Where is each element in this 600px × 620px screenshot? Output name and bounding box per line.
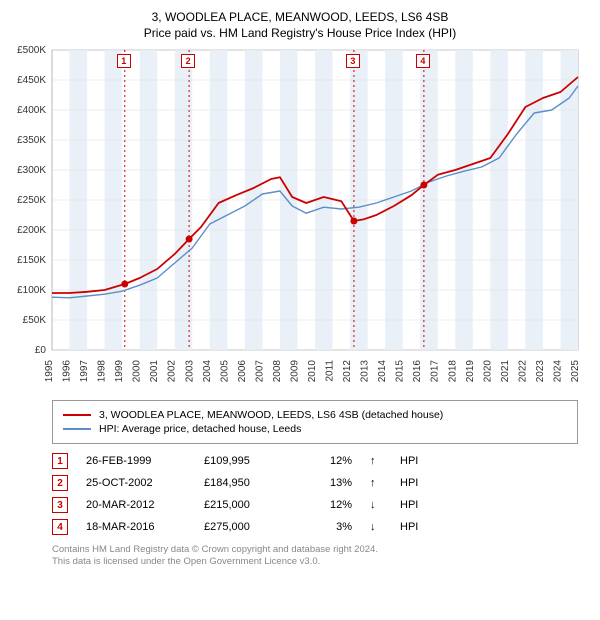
- svg-text:£300K: £300K: [17, 165, 46, 176]
- svg-text:2018: 2018: [447, 360, 458, 383]
- svg-text:2002: 2002: [167, 360, 178, 383]
- svg-text:1996: 1996: [62, 360, 73, 383]
- svg-text:2022: 2022: [517, 360, 528, 383]
- price-chart: £0 £50K £100K £150K £200K £250K £300K £350K £400…: [8, 42, 592, 392]
- svg-text:2000: 2000: [132, 360, 143, 383]
- svg-text:2019: 2019: [465, 360, 476, 383]
- page-title-line2: Price paid vs. HM Land Registry's House …: [8, 26, 592, 40]
- transaction-marker: 3: [52, 497, 68, 513]
- svg-text:2005: 2005: [219, 360, 230, 383]
- legend-item: HPI: Average price, detached house, Leed…: [63, 423, 567, 435]
- transaction-tag: HPI: [400, 521, 430, 533]
- chart-marker-2: 2: [181, 54, 195, 68]
- transaction-pct: 12%: [302, 455, 352, 467]
- svg-text:£100K: £100K: [17, 285, 46, 296]
- transaction-date: 26-FEB-1999: [86, 455, 186, 467]
- svg-text:£150K: £150K: [17, 255, 46, 266]
- transaction-tag: HPI: [400, 477, 430, 489]
- svg-text:£450K: £450K: [17, 75, 46, 86]
- svg-text:£250K: £250K: [17, 195, 46, 206]
- svg-text:£200K: £200K: [17, 225, 46, 236]
- svg-text:2017: 2017: [430, 360, 441, 383]
- svg-text:£500K: £500K: [17, 45, 46, 56]
- svg-text:1999: 1999: [114, 360, 125, 383]
- svg-text:2010: 2010: [307, 360, 318, 383]
- svg-text:2007: 2007: [254, 360, 265, 383]
- transaction-row: 4 18-MAR-2016 £275,000 3% ↓ HPI: [52, 516, 578, 538]
- legend-swatch: [63, 414, 91, 416]
- chart-marker-3: 3: [346, 54, 360, 68]
- footer-line2: This data is licensed under the Open Gov…: [52, 556, 578, 568]
- svg-text:1997: 1997: [79, 360, 90, 383]
- svg-text:2008: 2008: [272, 360, 283, 383]
- arrow-icon: ↓: [370, 521, 382, 533]
- transaction-row: 1 26-FEB-1999 £109,995 12% ↑ HPI: [52, 450, 578, 472]
- transaction-price: £109,995: [204, 455, 284, 467]
- transaction-row: 2 25-OCT-2002 £184,950 13% ↑ HPI: [52, 472, 578, 494]
- footer-attribution: Contains HM Land Registry data © Crown c…: [52, 544, 578, 569]
- svg-text:2014: 2014: [377, 360, 388, 383]
- svg-text:2009: 2009: [289, 360, 300, 383]
- svg-text:2011: 2011: [325, 360, 336, 382]
- svg-text:2006: 2006: [237, 360, 248, 383]
- legend-swatch: [63, 428, 91, 430]
- svg-text:1998: 1998: [97, 360, 108, 383]
- transaction-row: 3 20-MAR-2012 £215,000 12% ↓ HPI: [52, 494, 578, 516]
- chart-svg: £0 £50K £100K £150K £200K £250K £300K £350K £400…: [8, 42, 592, 392]
- svg-text:2023: 2023: [535, 360, 546, 383]
- transaction-date: 25-OCT-2002: [86, 477, 186, 489]
- svg-text:2024: 2024: [552, 360, 563, 383]
- svg-text:£400K: £400K: [17, 105, 46, 116]
- transactions-table: 1 26-FEB-1999 £109,995 12% ↑ HPI 2 25-OCT-2002 £…: [52, 450, 578, 538]
- transaction-pct: 12%: [302, 499, 352, 511]
- transaction-marker: 4: [52, 519, 68, 535]
- svg-text:2025: 2025: [570, 360, 581, 383]
- svg-text:£350K: £350K: [17, 135, 46, 146]
- svg-text:2003: 2003: [184, 360, 195, 383]
- svg-text:2021: 2021: [500, 360, 511, 383]
- svg-text:£0: £0: [35, 345, 47, 356]
- transaction-marker: 2: [52, 475, 68, 491]
- transaction-price: £215,000: [204, 499, 284, 511]
- svg-text:2013: 2013: [360, 360, 371, 383]
- transaction-price: £275,000: [204, 521, 284, 533]
- transaction-tag: HPI: [400, 499, 430, 511]
- legend-item: 3, WOODLEA PLACE, MEANWOOD, LEEDS, LS6 4…: [63, 409, 567, 421]
- arrow-icon: ↑: [370, 455, 382, 467]
- transaction-marker: 1: [52, 453, 68, 469]
- svg-text:2020: 2020: [482, 360, 493, 383]
- arrow-icon: ↑: [370, 477, 382, 489]
- chart-marker-1: 1: [117, 54, 131, 68]
- legend-label: HPI: Average price, detached house, Leed…: [99, 423, 301, 435]
- svg-text:2012: 2012: [342, 360, 353, 383]
- legend: 3, WOODLEA PLACE, MEANWOOD, LEEDS, LS6 4…: [52, 400, 578, 444]
- arrow-icon: ↓: [370, 499, 382, 511]
- svg-text:2004: 2004: [202, 360, 213, 383]
- chart-marker-4: 4: [416, 54, 430, 68]
- transaction-date: 18-MAR-2016: [86, 521, 186, 533]
- transaction-pct: 13%: [302, 477, 352, 489]
- svg-text:1995: 1995: [44, 360, 55, 383]
- page-title-line1: 3, WOODLEA PLACE, MEANWOOD, LEEDS, LS6 4…: [8, 10, 592, 24]
- transaction-pct: 3%: [302, 521, 352, 533]
- legend-label: 3, WOODLEA PLACE, MEANWOOD, LEEDS, LS6 4…: [99, 409, 443, 421]
- footer-line1: Contains HM Land Registry data © Crown c…: [52, 544, 578, 556]
- svg-text:2016: 2016: [412, 360, 423, 383]
- transaction-tag: HPI: [400, 455, 430, 467]
- transaction-price: £184,950: [204, 477, 284, 489]
- transaction-date: 20-MAR-2012: [86, 499, 186, 511]
- svg-text:£50K: £50K: [23, 315, 47, 326]
- svg-text:2001: 2001: [149, 360, 160, 383]
- svg-text:2015: 2015: [395, 360, 406, 383]
